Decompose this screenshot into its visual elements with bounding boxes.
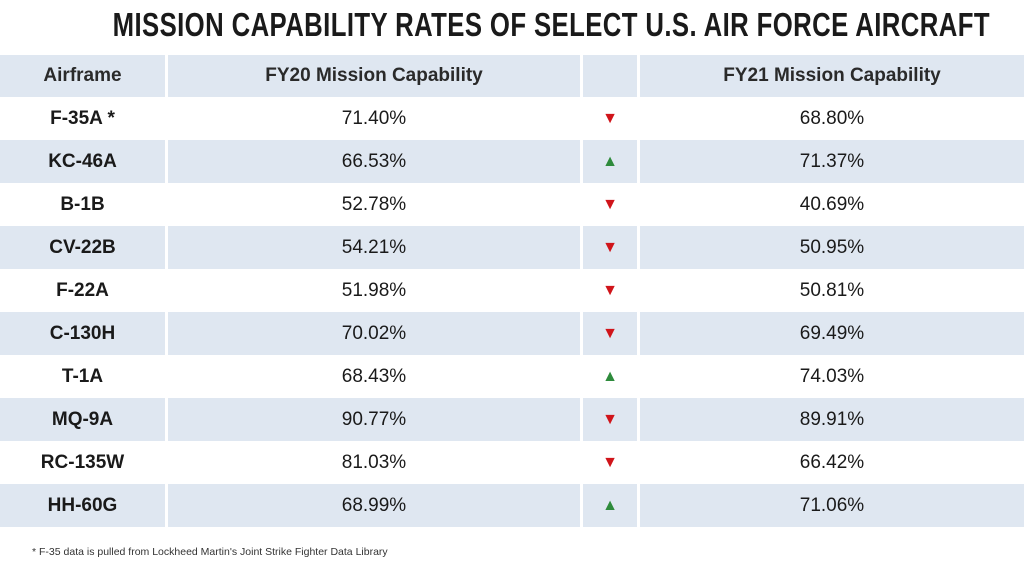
fy20-cell: 71.40% (341, 107, 407, 129)
header-cell: Airframe (0, 55, 165, 97)
fy20-cell: 68.43% (341, 365, 407, 387)
fy20-cell: 81.03% (341, 451, 407, 473)
trend-arrow: ▼ (602, 195, 618, 213)
airframe-cell: HH-60G (0, 484, 165, 527)
airframe-cell: MQ-9A (0, 398, 165, 441)
fy20-cell: 52.78% (341, 193, 407, 215)
fy21-cell: 71.37% (640, 140, 1024, 183)
header-cell (583, 55, 637, 97)
trend-arrow: ▲ (583, 140, 637, 183)
fy21-cell: 50.81% (799, 279, 865, 301)
title: MISSION CAPABILITY RATES OF SELECT U.S. … (112, 6, 990, 43)
trend-arrow: ▼ (602, 109, 618, 127)
footnote: * F-35 data is pulled from Lockheed Mart… (32, 546, 388, 558)
fy20-cell: 51.98% (341, 279, 407, 301)
fy20-cell: 66.53% (168, 140, 580, 183)
trend-arrow: ▼ (583, 226, 637, 269)
fy21-cell: 71.06% (640, 484, 1024, 527)
trend-arrow: ▼ (583, 398, 637, 441)
airframe-cell: F-35A * (50, 107, 115, 129)
fy21-cell: 69.49% (640, 312, 1024, 355)
fy21-cell: 89.91% (640, 398, 1024, 441)
airframe-cell: T-1A (61, 365, 104, 387)
table: Airframe FY20 Mission Capability FY21 Miss… (0, 55, 1024, 527)
fy20-cell: 90.77% (168, 398, 580, 441)
trend-arrow: ▼ (583, 312, 637, 355)
header-cell: FY20 Mission Capability (168, 55, 580, 97)
fy20-cell: 68.99% (168, 484, 580, 527)
airframe-cell: RC-135W (40, 451, 125, 473)
airframe-cell: CV-22B (0, 226, 165, 269)
header-cell: FY21 Mission Capability (640, 55, 1024, 97)
fy21-cell: 74.03% (799, 365, 865, 387)
fy21-cell: 66.42% (799, 451, 865, 473)
trend-arrow: ▲ (602, 367, 618, 385)
airframe-cell: F-22A (56, 279, 109, 301)
airframe-cell: B-1B (60, 193, 105, 215)
trend-arrow: ▼ (602, 281, 618, 299)
fy21-cell: 40.69% (799, 193, 865, 215)
fy20-cell: 54.21% (168, 226, 580, 269)
fy20-cell: 70.02% (168, 312, 580, 355)
airframe-cell: C-130H (0, 312, 165, 355)
trend-arrow: ▲ (583, 484, 637, 527)
airframe-cell: KC-46A (0, 140, 165, 183)
fy21-cell: 50.95% (640, 226, 1024, 269)
fy21-cell: 68.80% (799, 107, 865, 129)
trend-arrow: ▼ (602, 453, 618, 471)
